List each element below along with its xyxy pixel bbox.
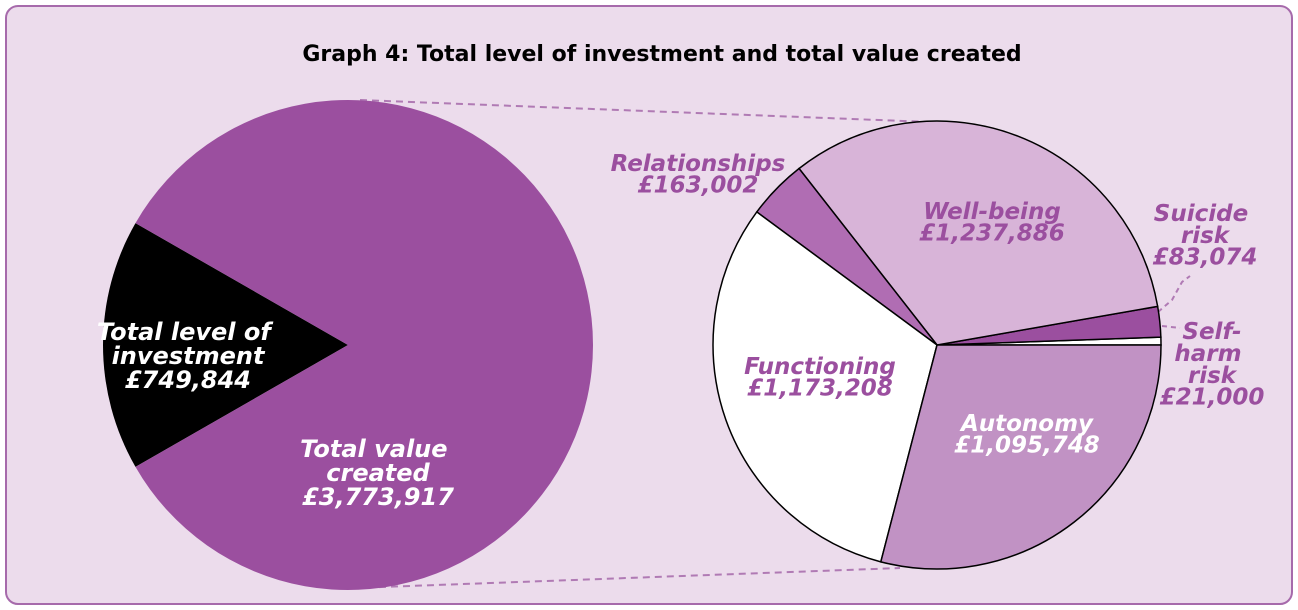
slice-value-label: £163,002 xyxy=(638,173,759,199)
slice-value-label: £21,000 xyxy=(1160,385,1265,411)
connector xyxy=(354,567,901,589)
slice-label: Functioning xyxy=(744,354,896,380)
slice-value-label: £1,237,886 xyxy=(919,221,1065,247)
slice-value-label: £749,844 xyxy=(125,366,251,394)
leader-line xyxy=(1157,275,1191,313)
pie-slice xyxy=(712,210,938,563)
slice-label: Total level of investment xyxy=(97,318,279,370)
slice-label: Relationships xyxy=(611,151,786,177)
slice-label: Well-being xyxy=(923,199,1061,225)
chart-title: Graph 4: Total level of investment and t… xyxy=(302,42,1021,67)
slice-value-label: £83,074 xyxy=(1153,245,1258,271)
pie-slice xyxy=(135,99,594,590)
pie-slice xyxy=(102,223,348,467)
slice-value-label: £1,173,208 xyxy=(747,376,893,402)
pie-slice xyxy=(879,344,1162,570)
slice-label: Total value created xyxy=(300,435,456,487)
leader-line xyxy=(1161,325,1181,329)
slice-label: Self-harm risk xyxy=(1174,319,1249,389)
pie-slice xyxy=(798,120,1159,346)
slice-value-label: £3,773,917 xyxy=(302,483,454,511)
slice-label: Autonomy xyxy=(959,411,1094,437)
slice-label: Suicide risk xyxy=(1154,201,1256,249)
slice-value-label: £1,095,748 xyxy=(954,433,1100,459)
